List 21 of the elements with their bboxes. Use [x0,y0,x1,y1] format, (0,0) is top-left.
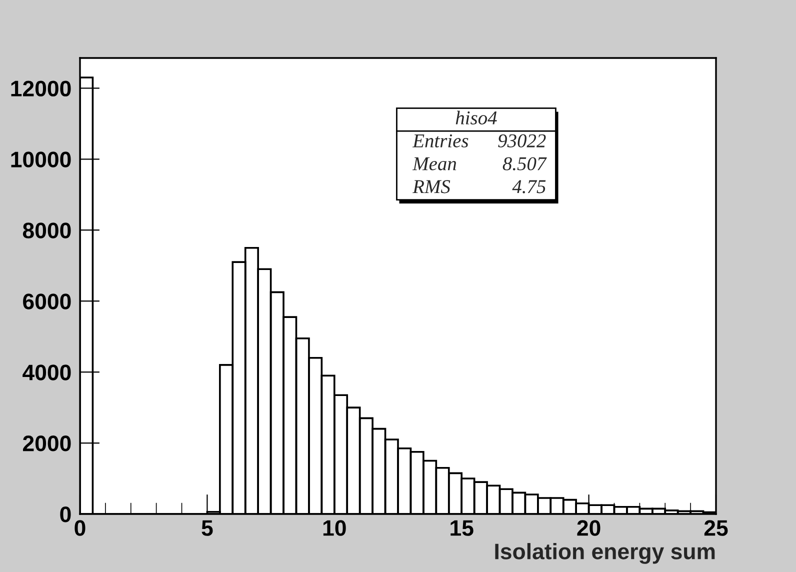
y-tick-label: 8000 [22,222,71,238]
x-tick-label: 25 [704,520,728,536]
y-tick-label: 0 [60,506,71,522]
x-tick-label: 10 [323,520,346,536]
y-tick-label: 6000 [23,294,71,310]
y-tick-label: 12000 [11,80,71,96]
x-tick-label: 5 [202,520,213,536]
x-tick-label: 0 [74,520,86,536]
x-tick-label: 15 [450,520,474,536]
annotation: 4.75 [512,180,546,194]
annotation: RMS [412,180,450,194]
annotation: 8.507 [502,157,547,170]
x-axis-title: Isolation energy sum [495,543,715,564]
annotation: 93022 [498,134,546,148]
annotation: Mean [412,157,456,170]
x-tick-label: 20 [577,520,600,536]
y-tick-label: 2000 [23,436,71,452]
y-tick-label: 4000 [22,364,71,380]
y-tick-label: 10000 [11,152,71,168]
annotation: hiso4 [456,110,497,124]
annotation: Entries [412,134,468,148]
